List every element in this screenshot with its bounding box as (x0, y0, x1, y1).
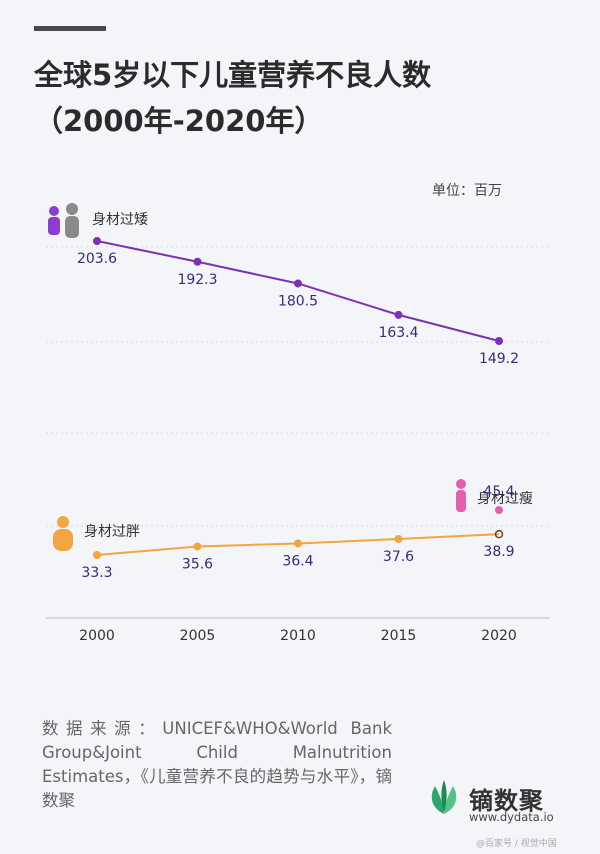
series-line-0 (96, 240, 500, 342)
data-point-0-3 (394, 310, 403, 319)
line-chart: 2000 2005 2010 2015 2020 身材过矮 身材过胖 身材过瘦 203.… (46, 203, 550, 644)
data-point-1-4 (494, 529, 504, 539)
logo-name: 镝数聚 (469, 787, 544, 815)
data-point-1-1 (193, 542, 202, 551)
chart-title: 全球5岁以下儿童营养不良人数 （2000年-2020年） (34, 52, 431, 144)
data-label-2-0: 45.4 (483, 484, 514, 500)
data-label-1-2: 36.4 (282, 553, 313, 569)
unit-label: 单位：百万 (432, 183, 502, 199)
thin-person-icon (456, 479, 466, 512)
data-label-0-3: 163.4 (378, 325, 418, 341)
x-tick-label-2020: 2020 (481, 628, 517, 644)
data-point-0-4 (495, 337, 503, 345)
x-axis-ticks: 2000 2005 2010 2015 2020 (79, 628, 517, 644)
chubby-person-icon (53, 516, 73, 551)
series-label-overweight: 身材过胖 (84, 524, 140, 540)
data-label-0-2: 180.5 (278, 293, 318, 309)
data-point-0-2 (294, 279, 302, 288)
data-label-1-1: 35.6 (182, 556, 213, 572)
data-label-1-3: 37.6 (383, 549, 414, 565)
data-label-1-0: 33.3 (81, 565, 112, 581)
top-accent-bar (34, 26, 106, 31)
data-point-1-3 (394, 535, 403, 544)
leaf-logo-icon (431, 780, 457, 814)
data-label-1-4: 38.9 (483, 544, 514, 560)
logo-url: www.dydata.io (469, 810, 554, 824)
data-label-0-4: 149.2 (479, 351, 519, 367)
data-point-0-0 (93, 237, 101, 245)
data-point-1-0 (93, 551, 101, 559)
grid-lines (46, 246, 550, 527)
data-label-0-1: 192.3 (177, 272, 217, 288)
x-tick-label-2015: 2015 (381, 628, 417, 644)
x-tick-label-2000: 2000 (79, 628, 115, 644)
data-point-2-0 (495, 506, 503, 514)
watermark: @百家号 / 视觉中国 (476, 839, 557, 849)
data-label-0-0: 203.6 (77, 251, 117, 267)
title-line-2: （2000年-2020年） (34, 104, 324, 138)
person-pair-icon (48, 203, 79, 238)
x-tick-label-2010: 2010 (280, 628, 316, 644)
series-label-wasted: 身材过瘦 (477, 490, 533, 507)
title-line-1: 全球5岁以下儿童营养不良人数 (34, 58, 432, 92)
source-note: 数据来源：UNICEF&WHO&World Bank Group&Joint C… (42, 719, 392, 810)
x-tick-label-2005: 2005 (180, 628, 216, 644)
data-point-1-2 (294, 539, 302, 548)
series-group: 203.6 192.3 180.5 163.4 149.2 33.3 35.6 36.4 37.… (77, 237, 519, 581)
series-label-stunted: 身材过矮 (92, 212, 148, 228)
data-point-0-1 (193, 257, 202, 266)
